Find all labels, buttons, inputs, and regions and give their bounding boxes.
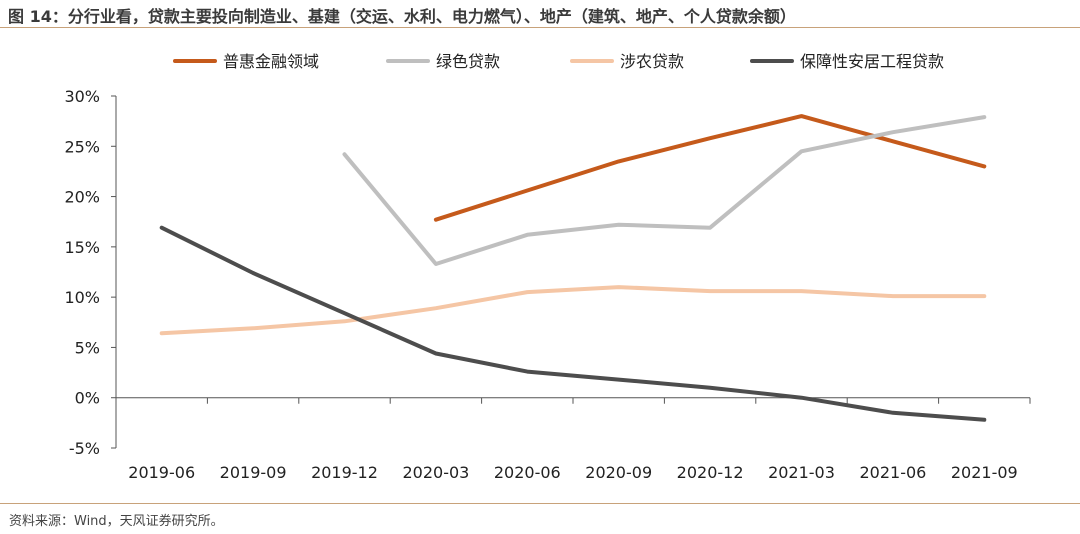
legend-label: 保障性安居工程贷款	[800, 52, 944, 71]
series-line	[433, 114, 987, 222]
legend-label: 普惠金融领域	[223, 52, 319, 71]
series-line	[159, 225, 987, 422]
y-tick-label: 5%	[75, 338, 100, 357]
y-tick-label: 20%	[64, 188, 100, 207]
footer-divider	[0, 503, 1080, 504]
x-tick-label: 2021-06	[859, 463, 926, 482]
y-tick-label: 15%	[64, 238, 100, 257]
x-tick-label: 2019-09	[220, 463, 287, 482]
x-tick-label: 2020-09	[585, 463, 652, 482]
series-line	[159, 285, 987, 336]
y-tick-label: 10%	[64, 288, 100, 307]
x-tick-label: 2021-03	[768, 463, 835, 482]
source-note: 资料来源：Wind，天风证券研究所。	[9, 514, 224, 529]
x-tick-label: 2019-12	[311, 463, 378, 482]
legend-label: 涉农贷款	[620, 52, 684, 71]
y-tick-label: -5%	[69, 439, 100, 458]
series-line	[342, 115, 987, 266]
x-tick-label: 2019-06	[128, 463, 195, 482]
legend-label: 绿色贷款	[436, 52, 500, 71]
x-tick-label: 2020-06	[494, 463, 561, 482]
y-tick-label: 25%	[64, 137, 100, 156]
x-tick-label: 2021-09	[951, 463, 1018, 482]
x-tick-label: 2020-03	[402, 463, 469, 482]
x-tick-label: 2020-12	[677, 463, 744, 482]
y-tick-label: 30%	[64, 87, 100, 106]
y-tick-label: 0%	[75, 389, 100, 408]
chart-title: 图 14：分行业看，贷款主要投向制造业、基建（交运、水利、电力燃气）、地产（建筑…	[8, 7, 796, 26]
title-divider	[0, 27, 1080, 28]
